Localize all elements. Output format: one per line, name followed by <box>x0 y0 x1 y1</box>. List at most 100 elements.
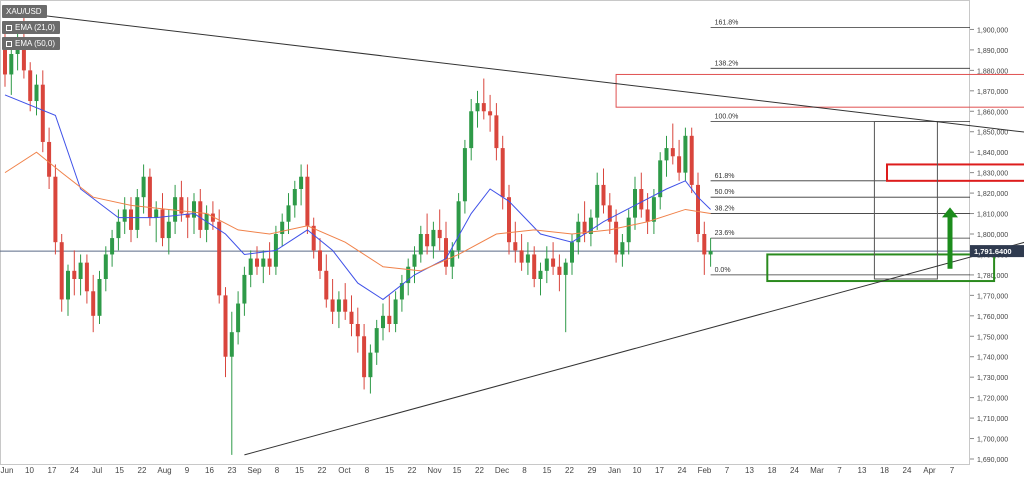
x-tick-label: 22 <box>408 466 417 475</box>
candle <box>255 258 259 267</box>
fib-range-box[interactable] <box>873 121 938 280</box>
candle <box>374 328 379 353</box>
candle <box>78 262 83 279</box>
candle <box>311 225 316 251</box>
x-tick-label: Apr <box>923 466 936 475</box>
x-tick-label: Jul <box>92 466 102 475</box>
candle <box>141 176 146 198</box>
candle <box>147 176 152 218</box>
x-tick-label: 7 <box>725 466 730 475</box>
candle <box>406 266 411 284</box>
candle <box>670 148 675 157</box>
candle <box>9 54 14 75</box>
x-tick-label: 13 <box>745 466 754 475</box>
candle <box>305 176 310 226</box>
support-box[interactable] <box>766 253 996 283</box>
x-tick-label: 22 <box>138 466 147 475</box>
candle <box>450 250 455 267</box>
candle <box>349 311 354 324</box>
candle <box>280 221 285 234</box>
candle <box>418 234 423 255</box>
y-tick-label: 1,740,000 <box>977 355 1008 362</box>
legend-ema-21[interactable]: EMA (21,0) <box>2 21 61 34</box>
candle <box>299 176 304 189</box>
y-tick-label: 1,720,000 <box>977 396 1008 403</box>
y-tick-label: 1,690,000 <box>977 457 1008 464</box>
candle <box>72 270 77 279</box>
x-tick-label: 24 <box>790 466 799 475</box>
symbol-label: XAU/USD <box>6 7 42 16</box>
y-tick-label: 1,800,000 <box>977 232 1008 239</box>
x-tick-label: Aug <box>157 466 171 475</box>
candle <box>399 283 404 300</box>
candle <box>393 299 398 324</box>
x-tick-label: 16 <box>205 466 214 475</box>
candle <box>651 197 656 222</box>
candle <box>488 111 493 116</box>
upper-resistance-zone[interactable] <box>615 73 1024 108</box>
candle <box>614 221 619 255</box>
candle <box>324 270 329 300</box>
x-tick-label: 24 <box>70 466 79 475</box>
candle <box>683 135 688 173</box>
fibonacci-label: 0.0% <box>715 267 731 274</box>
candle <box>456 201 461 251</box>
visibility-checkbox-icon[interactable] <box>6 24 12 31</box>
candle <box>588 217 593 234</box>
x-tick-label: Oct <box>338 466 351 475</box>
x-tick-label: 8 <box>275 466 280 475</box>
candle <box>53 176 58 243</box>
candle <box>103 254 108 279</box>
candle <box>582 221 587 234</box>
x-tick-label: 18 <box>768 466 777 475</box>
candle <box>500 148 505 198</box>
candle <box>28 70 33 102</box>
current-price-tag <box>970 245 1024 258</box>
candle <box>192 201 196 218</box>
candle <box>444 238 448 267</box>
ascending-trendline[interactable] <box>244 220 1024 456</box>
legend-symbol[interactable]: XAU/USD <box>2 5 47 18</box>
y-tick-label: 1,880,000 <box>977 68 1008 75</box>
bullish-arrow-icon <box>942 207 958 218</box>
x-tick-label: 8 <box>365 466 370 475</box>
candle <box>494 115 499 149</box>
candle <box>154 209 159 218</box>
candle <box>519 250 524 263</box>
y-tick-label: 1,730,000 <box>977 375 1008 382</box>
candle <box>462 148 467 202</box>
x-tick-label: Feb <box>698 466 712 475</box>
candle <box>3 49 7 75</box>
x-tick-label: 7 <box>837 466 842 475</box>
candle <box>513 242 518 251</box>
candle <box>236 303 241 333</box>
candle <box>343 299 348 312</box>
candle <box>563 262 568 275</box>
candle <box>261 258 266 267</box>
candle <box>658 160 663 198</box>
candle <box>544 258 549 271</box>
legend-ema-50[interactable]: EMA (50,0) <box>2 37 61 50</box>
x-tick-label: 22 <box>475 466 484 475</box>
y-tick-label: 1,820,000 <box>977 191 1008 198</box>
y-tick-label: 1,860,000 <box>977 109 1008 116</box>
resistance-box[interactable] <box>886 163 1024 182</box>
x-tick-label: 22 <box>318 466 327 475</box>
ema-50-line <box>4 151 711 272</box>
candle <box>267 258 272 267</box>
candle <box>362 336 367 378</box>
descending-trendline[interactable] <box>4 10 1024 142</box>
y-tick-label: 1,900,000 <box>977 27 1008 34</box>
x-tick-label: Jun <box>1 466 14 475</box>
candle <box>110 238 115 255</box>
x-tick-label: 15 <box>295 466 304 475</box>
x-tick-label: 24 <box>903 466 912 475</box>
candle <box>664 148 669 161</box>
candle <box>696 184 700 234</box>
candle <box>330 299 335 312</box>
x-tick-label: Dec <box>495 466 509 475</box>
x-tick-label: Nov <box>427 466 441 475</box>
visibility-checkbox-icon[interactable] <box>6 40 12 47</box>
